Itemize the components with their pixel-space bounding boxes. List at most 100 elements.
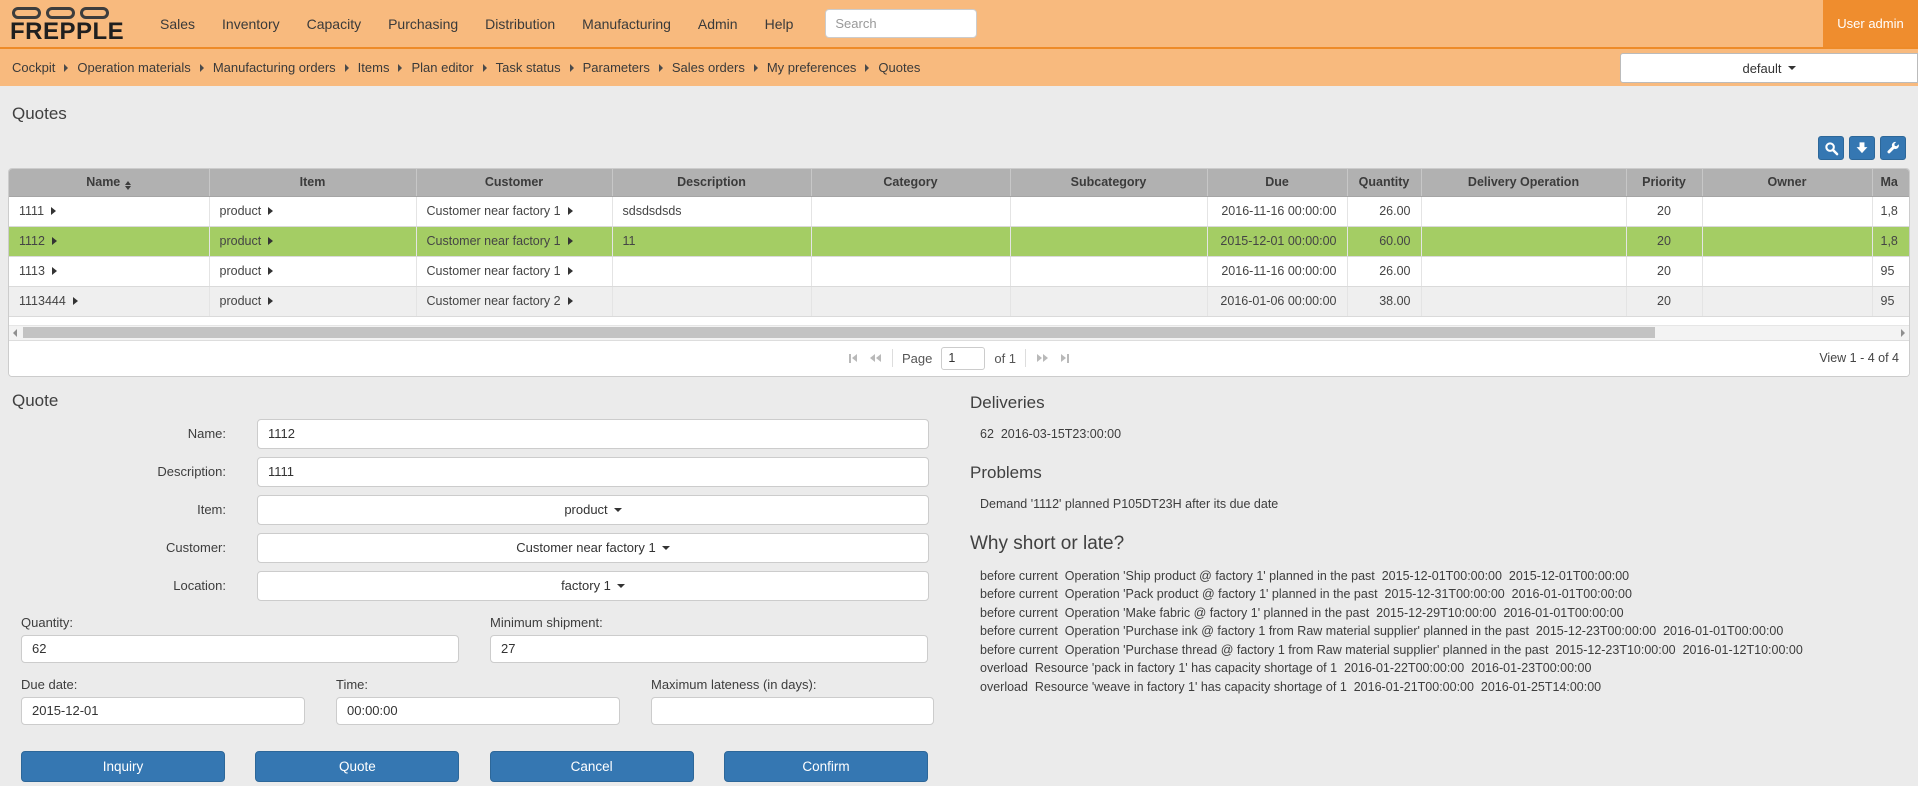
cell-priority[interactable]: 20 <box>1626 196 1703 227</box>
drilldown-caret-icon[interactable] <box>567 297 573 305</box>
drilldown-caret-icon[interactable] <box>268 297 274 305</box>
col-header-name[interactable]: Name <box>9 169 210 197</box>
cell-subcategory[interactable] <box>1010 226 1208 257</box>
cell-due[interactable]: 2015-12-01 00:00:00 <box>1207 226 1348 257</box>
crumb-parameters[interactable]: Parameters <box>582 60 650 75</box>
horizontal-scrollbar[interactable] <box>9 324 1909 340</box>
cell-description[interactable]: 11 <box>612 226 812 257</box>
cancel-button[interactable]: Cancel <box>489 750 694 782</box>
cell-subcategory[interactable] <box>1010 196 1208 227</box>
crumb-manufacturing-orders[interactable]: Manufacturing orders <box>212 60 336 75</box>
min-shipment-field[interactable] <box>490 634 928 663</box>
drilldown-caret-icon[interactable] <box>567 267 573 275</box>
cell-clipped[interactable]: 95 <box>1872 286 1909 317</box>
table-row[interactable]: 1111 product Customer near factory 1 sds… <box>9 196 1909 227</box>
crumb-quotes[interactable]: Quotes <box>878 60 921 75</box>
cell-due[interactable]: 2016-11-16 00:00:00 <box>1207 256 1348 287</box>
cell-description[interactable] <box>612 256 812 287</box>
drilldown-caret-icon[interactable] <box>72 297 78 305</box>
cell-item[interactable]: product <box>209 286 417 317</box>
cell-due[interactable]: 2016-01-06 00:00:00 <box>1207 286 1348 317</box>
view-selector-dropdown[interactable]: default <box>1620 53 1918 83</box>
col-header-category[interactable]: Category <box>811 169 1011 197</box>
drilldown-caret-icon[interactable] <box>268 207 274 215</box>
cell-quantity[interactable]: 26.00 <box>1347 256 1422 287</box>
search-button[interactable] <box>1818 136 1844 160</box>
drilldown-caret-icon[interactable] <box>567 237 573 245</box>
cell-category[interactable] <box>811 226 1011 257</box>
col-header-customer[interactable]: Customer <box>416 169 613 197</box>
nav-manufacturing[interactable]: Manufacturing <box>582 15 671 32</box>
cell-name[interactable]: 1113 <box>9 256 210 287</box>
crumb-plan-editor[interactable]: Plan editor <box>411 60 474 75</box>
cell-delivery-operation[interactable] <box>1421 256 1627 287</box>
col-header-delivery-operation[interactable]: Delivery Operation <box>1421 169 1627 197</box>
crumb-items[interactable]: Items <box>357 60 390 75</box>
cell-category[interactable] <box>811 196 1011 227</box>
user-menu[interactable]: User admin <box>1823 0 1918 47</box>
crumb-sales-orders[interactable]: Sales orders <box>671 60 745 75</box>
cell-item[interactable]: product <box>209 226 417 257</box>
last-page-button[interactable] <box>1059 352 1071 365</box>
col-header-clipped[interactable]: Ma <box>1872 169 1909 197</box>
first-page-button[interactable] <box>847 352 859 365</box>
cell-delivery-operation[interactable] <box>1421 226 1627 257</box>
description-field[interactable] <box>257 456 929 487</box>
cell-owner[interactable] <box>1702 256 1873 287</box>
drilldown-caret-icon[interactable] <box>268 267 274 275</box>
cell-priority[interactable]: 20 <box>1626 226 1703 257</box>
cell-name[interactable]: 1111 <box>9 196 210 227</box>
prev-page-button[interactable] <box>868 352 883 364</box>
inquiry-button[interactable]: Inquiry <box>21 750 225 782</box>
nav-sales[interactable]: Sales <box>160 15 196 32</box>
drilldown-caret-icon[interactable] <box>51 267 57 275</box>
cell-quantity[interactable]: 38.00 <box>1347 286 1422 317</box>
col-header-subcategory[interactable]: Subcategory <box>1010 169 1208 197</box>
cell-description[interactable] <box>612 286 812 317</box>
cell-due[interactable]: 2016-11-16 00:00:00 <box>1207 196 1348 227</box>
cell-quantity[interactable]: 60.00 <box>1347 226 1422 257</box>
confirm-button[interactable]: Confirm <box>723 750 928 782</box>
col-header-priority[interactable]: Priority <box>1626 169 1703 197</box>
cell-delivery-operation[interactable] <box>1421 196 1627 227</box>
crumb-cockpit[interactable]: Cockpit <box>12 60 56 75</box>
cell-clipped[interactable]: 1,8 <box>1872 196 1909 227</box>
cell-subcategory[interactable] <box>1010 286 1208 317</box>
quote-button[interactable]: Quote <box>255 750 460 782</box>
page-number-input[interactable] <box>941 346 986 370</box>
location-dropdown[interactable]: factory 1 <box>257 570 929 601</box>
table-row[interactable]: 1113444 product Customer near factory 2 … <box>9 286 1909 317</box>
crumb-operation-materials[interactable]: Operation materials <box>77 60 191 75</box>
cell-owner[interactable] <box>1702 226 1873 257</box>
customer-dropdown[interactable]: Customer near factory 1 <box>257 532 929 563</box>
cell-clipped[interactable]: 1,8 <box>1872 226 1909 257</box>
cell-customer[interactable]: Customer near factory 1 <box>416 256 613 287</box>
drilldown-caret-icon[interactable] <box>567 207 573 215</box>
crumb-task-status[interactable]: Task status <box>495 60 561 75</box>
cell-item[interactable]: product <box>209 256 417 287</box>
cell-name[interactable]: 1112 <box>9 226 210 257</box>
search-input[interactable] <box>825 9 978 38</box>
drilldown-caret-icon[interactable] <box>51 207 57 215</box>
due-date-field[interactable] <box>21 696 305 725</box>
item-dropdown[interactable]: product <box>257 494 929 525</box>
cell-category[interactable] <box>811 256 1011 287</box>
cell-owner[interactable] <box>1702 196 1873 227</box>
cell-item[interactable]: product <box>209 196 417 227</box>
next-page-button[interactable] <box>1035 352 1050 364</box>
cell-customer[interactable]: Customer near factory 1 <box>416 226 613 257</box>
max-lateness-field[interactable] <box>651 696 934 725</box>
nav-capacity[interactable]: Capacity <box>306 15 362 32</box>
drilldown-caret-icon[interactable] <box>268 237 274 245</box>
nav-distribution[interactable]: Distribution <box>485 15 556 32</box>
quantity-field[interactable] <box>21 634 459 663</box>
nav-purchasing[interactable]: Purchasing <box>388 15 459 32</box>
nav-help[interactable]: Help <box>764 15 794 32</box>
col-header-owner[interactable]: Owner <box>1702 169 1873 197</box>
nav-inventory[interactable]: Inventory <box>222 15 280 32</box>
time-field[interactable] <box>336 696 620 725</box>
crumb-my-preferences[interactable]: My preferences <box>766 60 857 75</box>
cell-category[interactable] <box>811 286 1011 317</box>
cell-subcategory[interactable] <box>1010 256 1208 287</box>
cell-priority[interactable]: 20 <box>1626 286 1703 317</box>
